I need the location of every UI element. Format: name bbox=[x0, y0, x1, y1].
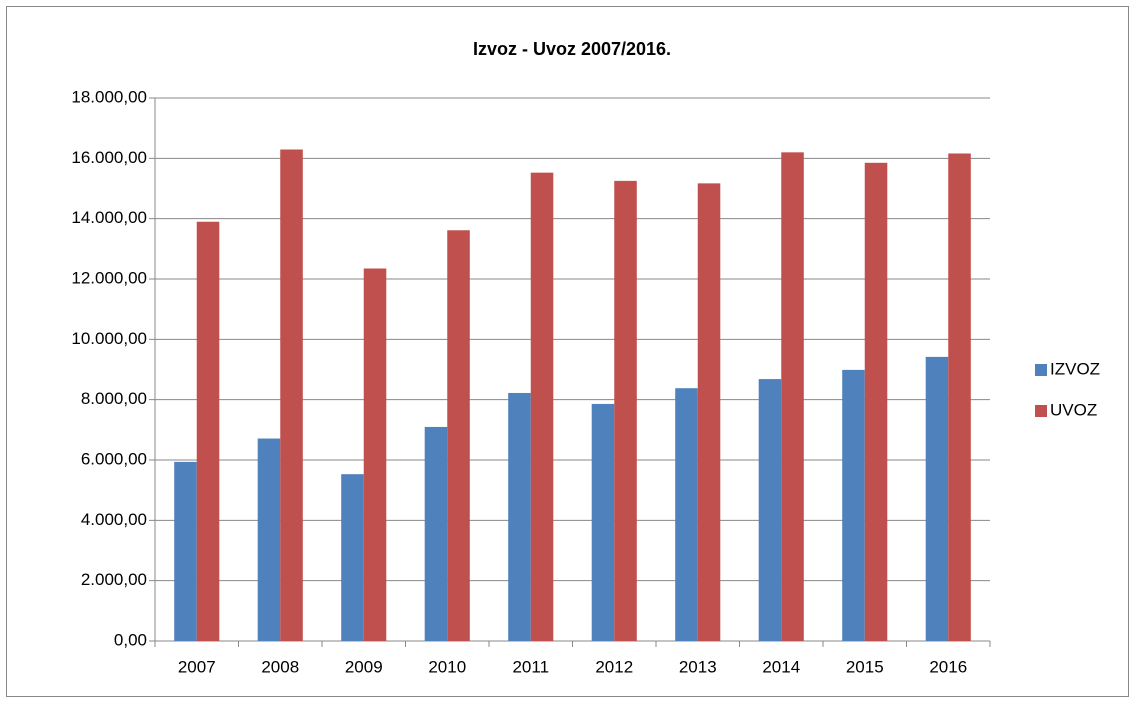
bar bbox=[508, 392, 531, 641]
x-tick-label: 2015 bbox=[846, 657, 884, 676]
bar bbox=[530, 172, 554, 641]
bar bbox=[781, 152, 804, 641]
x-tick-label: 2013 bbox=[679, 657, 717, 676]
bar bbox=[196, 221, 220, 642]
bar bbox=[925, 356, 949, 641]
bar bbox=[758, 379, 782, 641]
y-tick-label: 4.000,00 bbox=[81, 510, 147, 529]
bar bbox=[948, 153, 971, 641]
bar bbox=[257, 438, 281, 641]
bar bbox=[697, 183, 721, 641]
bar bbox=[424, 426, 448, 641]
x-tick-label: 2009 bbox=[345, 657, 383, 676]
x-tick-label: 2011 bbox=[512, 657, 549, 676]
chart-title: Izvoz - Uvoz 2007/2016. bbox=[473, 39, 671, 59]
x-tick-label: 2016 bbox=[929, 657, 967, 676]
legend-label: IZVOZ bbox=[1050, 359, 1100, 378]
bar bbox=[675, 388, 698, 641]
legend-label: UVOZ bbox=[1050, 400, 1097, 419]
y-tick-label: 14.000,00 bbox=[71, 208, 147, 227]
x-tick-label: 2007 bbox=[178, 657, 216, 676]
y-tick-label: 16.000,00 bbox=[71, 148, 147, 167]
bar bbox=[591, 403, 615, 641]
bar bbox=[174, 461, 197, 641]
bar bbox=[447, 230, 470, 641]
bar bbox=[842, 369, 865, 641]
legend-swatch bbox=[1035, 364, 1047, 376]
x-tick-label: 2012 bbox=[595, 657, 633, 676]
y-tick-label: 2.000,00 bbox=[81, 570, 147, 589]
y-tick-label: 0,00 bbox=[114, 630, 147, 649]
legend-swatch bbox=[1035, 405, 1047, 417]
bar bbox=[341, 474, 364, 641]
bar bbox=[864, 162, 888, 641]
y-tick-label: 6.000,00 bbox=[81, 449, 147, 468]
y-tick-label: 10.000,00 bbox=[71, 329, 147, 348]
x-tick-label: 2014 bbox=[762, 657, 800, 676]
y-tick-label: 12.000,00 bbox=[71, 268, 147, 287]
bar bbox=[614, 180, 637, 641]
bar bbox=[280, 149, 303, 641]
x-tick-label: 2008 bbox=[261, 657, 299, 676]
y-tick-label: 18.000,00 bbox=[71, 87, 147, 106]
bar bbox=[363, 268, 387, 641]
x-tick-label: 2010 bbox=[428, 657, 466, 676]
y-tick-label: 8.000,00 bbox=[81, 389, 147, 408]
